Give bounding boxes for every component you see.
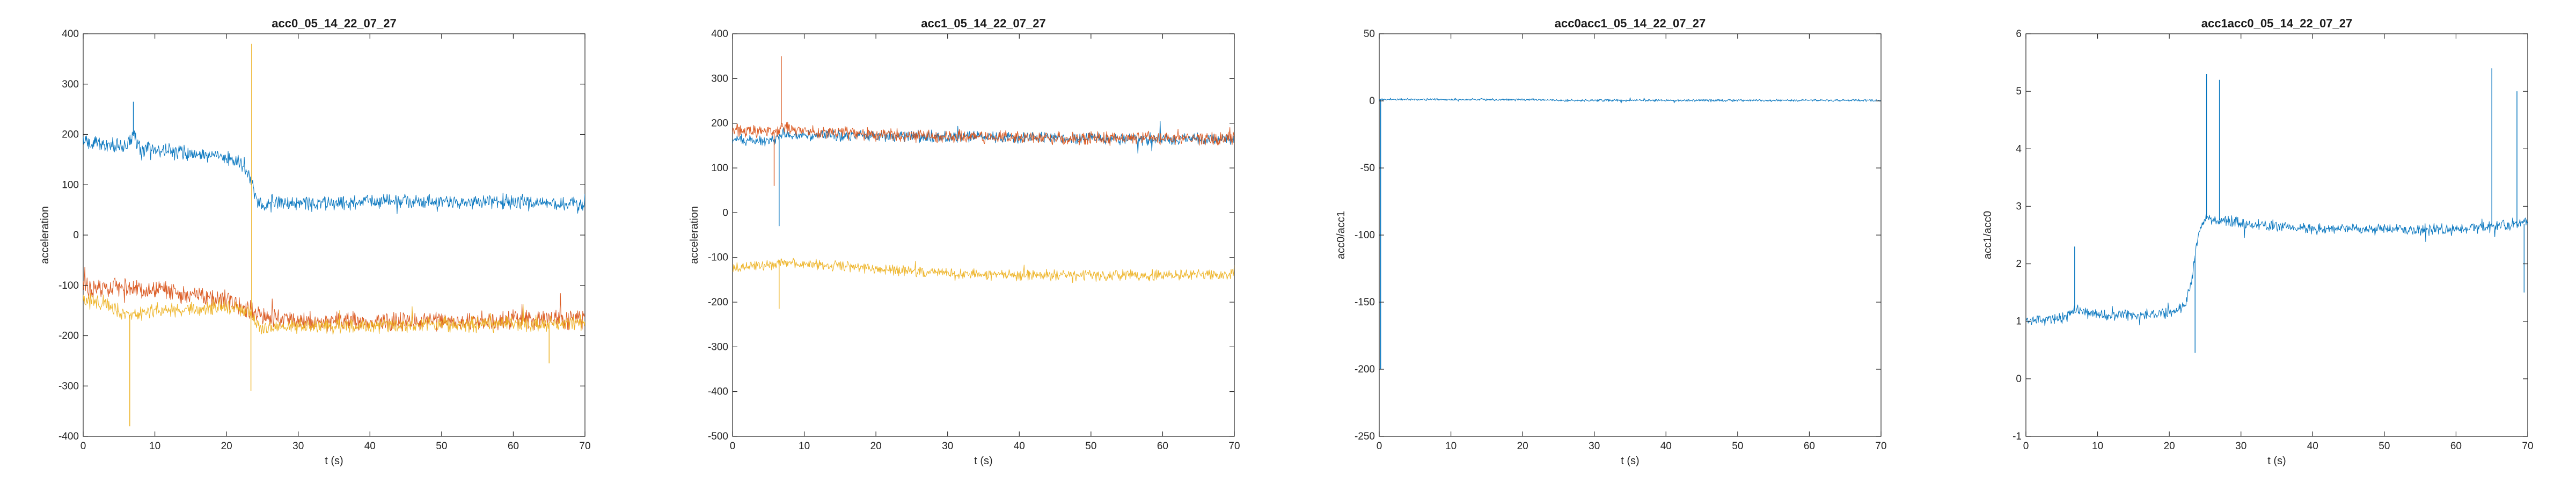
x-tick-label: 70 (1228, 441, 1240, 452)
y-tick-label: -250 (1355, 431, 1375, 442)
x-axis-label: t (s) (1621, 455, 1639, 467)
x-tick-label: 70 (2522, 441, 2533, 452)
chart-panel-3: 0 10 20 30 40 50 60 70 -250 -200 -150 -100 -50 0 50 acc… (1335, 17, 1887, 467)
chart-panel-1: 0 10 20 30 40 50 60 70 -400 -300 -200 -100 0 100 200 30… (39, 17, 591, 467)
series-line-1 (733, 121, 1234, 154)
y-axis-label: acceleration (39, 206, 51, 264)
x-tick-label: 40 (1014, 441, 1025, 452)
y-tick-label: 6 (2016, 28, 2022, 40)
plot-area (83, 33, 586, 437)
x-tick-label: 0 (80, 441, 86, 452)
y-axis-label: acceleration (689, 206, 700, 264)
y-axis-label: acc1/acc0 (1982, 211, 1994, 259)
y-tick-label: -150 (1355, 297, 1375, 308)
y-tick-label: -400 (58, 431, 79, 442)
x-tick-label: 60 (1804, 441, 1815, 452)
chart-panel-2: 0 10 20 30 40 50 60 70 -500 -400 -300 -200 -100 0 100 2… (689, 17, 1240, 467)
y-tick-label: 0 (722, 207, 728, 218)
y-tick-label: -100 (708, 252, 728, 264)
x-tick-label: 50 (1732, 441, 1743, 452)
x-tick-label: 60 (508, 441, 519, 452)
series-group (2026, 68, 2528, 353)
x-tick-label: 50 (436, 441, 447, 452)
x-tick-label: 30 (1589, 441, 1600, 452)
y-tick-label: -200 (708, 297, 728, 308)
x-tick-label: 40 (364, 441, 376, 452)
x-axis-label: t (s) (974, 455, 992, 467)
x-tick-label: 20 (1517, 441, 1528, 452)
y-tick-label: 0 (2016, 374, 2022, 385)
y-tick-label: 3 (2016, 201, 2022, 212)
chart-title: acc0acc1_05_14_22_07_27 (1555, 17, 1706, 30)
x-tick-label: 40 (1660, 441, 1672, 452)
chart-title: acc0_05_14_22_07_27 (272, 17, 396, 30)
x-tick-label: 20 (2164, 441, 2175, 452)
y-tick-label: 0 (1369, 96, 1375, 107)
plot-area (1379, 33, 1882, 437)
x-tick-label: 30 (292, 441, 304, 452)
plot-area (732, 33, 1235, 437)
y-tick-label: 400 (62, 28, 79, 40)
chart-title: acc1acc0_05_14_22_07_27 (2201, 17, 2352, 30)
series-group (83, 43, 585, 427)
x-tick-label: 70 (579, 441, 590, 452)
x-tick-label: 20 (221, 441, 232, 452)
x-tick-label: 70 (1875, 441, 1886, 452)
y-tick-label: -200 (1355, 364, 1375, 375)
y-tick-label: 400 (711, 28, 728, 40)
series-group (733, 56, 1234, 309)
y-tick-label: -1 (2012, 431, 2022, 442)
x-tick-label: 0 (730, 441, 736, 452)
x-tick-label: 20 (870, 441, 882, 452)
x-axis-label: t (s) (2267, 455, 2286, 467)
x-tick-label: 10 (149, 441, 160, 452)
x-tick-label: 30 (2235, 441, 2246, 452)
series-line-2 (83, 267, 585, 332)
x-tick-label: 50 (1085, 441, 1096, 452)
y-tick-label: -300 (708, 341, 728, 353)
y-tick-label: 300 (62, 79, 79, 90)
x-axis-label: t (s) (325, 455, 343, 467)
series-line-1 (1379, 97, 1881, 104)
x-tick-label: 50 (2379, 441, 2390, 452)
x-tick-label: 0 (2023, 441, 2029, 452)
y-tick-label: -100 (58, 280, 79, 291)
series-line-3 (83, 293, 585, 335)
x-tick-label: 10 (2092, 441, 2103, 452)
series-group (1379, 97, 1881, 369)
y-tick-label: 300 (711, 73, 728, 84)
y-tick-label: 200 (711, 118, 728, 129)
y-tick-label: 1 (2016, 316, 2022, 327)
y-tick-label: -50 (1360, 163, 1375, 174)
series-line-2 (733, 121, 1234, 146)
y-tick-label: 2 (2016, 259, 2022, 270)
plot-area (2025, 33, 2528, 437)
chart-panel-4: 0 10 20 30 40 50 60 70-10123456acc1acc0_05_14_2… (1982, 17, 2534, 467)
y-tick-label: -300 (58, 380, 79, 392)
y-tick-label: -100 (1355, 230, 1375, 241)
y-tick-label: 200 (62, 129, 79, 141)
y-tick-label: 4 (2016, 143, 2022, 155)
y-tick-label: 100 (711, 163, 728, 174)
x-tick-label: 30 (942, 441, 953, 452)
series-line-1 (2026, 214, 2528, 326)
y-tick-label: -500 (708, 431, 728, 442)
x-tick-label: 60 (1157, 441, 1168, 452)
x-tick-label: 0 (1377, 441, 1382, 452)
x-tick-label: 10 (1445, 441, 1457, 452)
y-tick-label: 5 (2016, 86, 2022, 97)
y-tick-label: 0 (73, 230, 79, 241)
x-tick-label: 60 (2450, 441, 2462, 452)
series-line-3 (733, 258, 1234, 283)
y-tick-label: -200 (58, 331, 79, 342)
y-tick-label: -400 (708, 386, 728, 398)
y-tick-label: 50 (1364, 28, 1375, 40)
y-tick-label: 100 (62, 179, 79, 191)
series-line-1 (83, 130, 585, 214)
x-tick-label: 10 (799, 441, 810, 452)
chart-title: acc1_05_14_22_07_27 (921, 17, 1045, 30)
y-axis-label: acc0/acc1 (1335, 211, 1347, 259)
x-tick-label: 40 (2307, 441, 2318, 452)
